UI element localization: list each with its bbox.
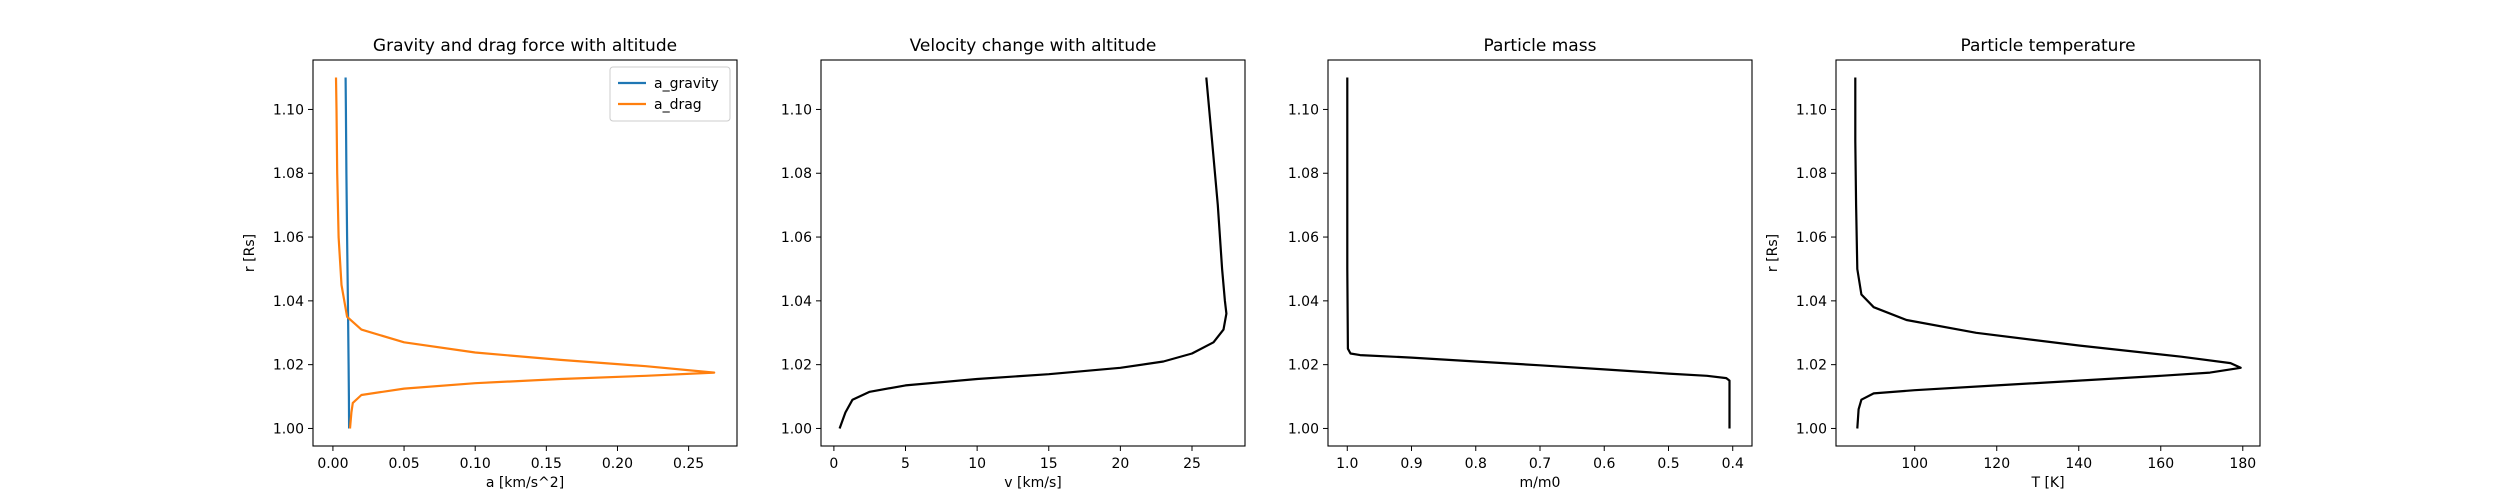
y-tick-label: 1.10 <box>781 102 812 118</box>
x-tick-label: 0.10 <box>460 456 491 472</box>
x-tick-label: 1.0 <box>1336 456 1358 472</box>
series-group <box>334 77 716 429</box>
legend-label: a_drag <box>654 97 702 113</box>
plot-frame <box>1835 59 2261 447</box>
x-tick-label: 140 <box>2065 456 2092 472</box>
y-tick-label: 1.08 <box>1288 166 1319 182</box>
y-tick-label: 1.10 <box>273 102 304 118</box>
plot-frame <box>312 59 738 447</box>
y-axis-title: r [Rs] <box>242 234 258 272</box>
panel-title: Particle temperature <box>1960 36 2135 56</box>
y-tick-label: 1.10 <box>1796 102 1827 118</box>
y-tick-label: 1.10 <box>1288 102 1319 118</box>
y-tick-label: 1.04 <box>1288 294 1319 310</box>
panel-title: Velocity change with altitude <box>910 36 1157 56</box>
legend: a_gravity a_drag <box>609 66 731 122</box>
x-tick-label: 20 <box>1111 456 1129 472</box>
x-tick-label: 160 <box>2147 456 2174 472</box>
particle-mass-panel: Particle mass m/m0 1.0 0.9 0.8 0.7 0.6 0.5 0.4… <box>1288 36 1753 491</box>
x-tick-label: 0.05 <box>388 456 419 472</box>
x-tick-label: 180 <box>2229 456 2256 472</box>
velocity-panel: Velocity change with altitude v [km/s] 0… <box>781 36 1246 491</box>
x-tick-label: 0.4 <box>1722 456 1744 472</box>
x-tick-label: 15 <box>1040 456 1058 472</box>
x-tick-label: 100 <box>1901 456 1928 472</box>
series-line <box>838 77 1228 429</box>
legend-label: a_gravity <box>654 76 719 92</box>
y-tick-label: 1.04 <box>781 294 812 310</box>
y-tick-label: 1.06 <box>273 230 304 246</box>
series-group <box>838 77 1228 429</box>
y-tick-label: 1.02 <box>273 358 304 374</box>
y-tick-label: 1.02 <box>781 358 812 374</box>
x-tick-label: 25 <box>1183 456 1201 472</box>
x-axis-title: a [km/s^2] <box>486 475 564 491</box>
x-axis-title: m/m0 <box>1520 475 1561 491</box>
x-tick-label: 0.7 <box>1529 456 1551 472</box>
series-line-a-gravity <box>344 77 351 429</box>
y-tick-label: 1.00 <box>781 421 812 437</box>
series-line-a-drag <box>334 77 716 429</box>
x-tick-label: 0.20 <box>602 456 633 472</box>
y-tick-label: 1.00 <box>273 421 304 437</box>
x-axis-title: T [K] <box>2030 475 2064 491</box>
x-tick-label: 10 <box>968 456 986 472</box>
legend-box <box>609 66 731 122</box>
y-tick-label: 1.08 <box>781 166 812 182</box>
x-tick-label: 0.5 <box>1657 456 1679 472</box>
x-axis-title: v [km/s] <box>1004 475 1061 491</box>
y-tick-label: 1.08 <box>273 166 304 182</box>
gravity-drag-panel: Gravity and drag force with altitude a [… <box>242 36 738 491</box>
y-tick-label: 1.06 <box>781 230 812 246</box>
panel-title: Gravity and drag force with altitude <box>373 36 677 56</box>
y-tick-label: 1.04 <box>1796 294 1827 310</box>
x-tick-label: 0.8 <box>1465 456 1487 472</box>
particle-temperature-panel: Particle temperature T [K] r [Rs] 100 120… <box>1765 36 2261 491</box>
series-group <box>1346 77 1731 429</box>
x-tick-label: 5 <box>901 456 910 472</box>
series-line <box>1854 77 2242 429</box>
y-tick-label: 1.06 <box>1288 230 1319 246</box>
x-tick-label: 0 <box>829 456 838 472</box>
y-tick-label: 1.00 <box>1796 421 1827 437</box>
y-tick-label: 1.02 <box>1288 358 1319 374</box>
x-tick-label: 0.15 <box>531 456 562 472</box>
series-group <box>1854 77 2242 429</box>
plot-frame <box>820 59 1246 447</box>
y-tick-label: 1.02 <box>1796 358 1827 374</box>
x-tick-label: 0.00 <box>317 456 348 472</box>
x-tick-label: 0.9 <box>1400 456 1422 472</box>
panel-title: Particle mass <box>1484 36 1597 56</box>
y-tick-label: 1.06 <box>1796 230 1827 246</box>
y-tick-label: 1.04 <box>273 294 304 310</box>
x-tick-label: 0.25 <box>673 456 704 472</box>
y-tick-label: 1.00 <box>1288 421 1319 437</box>
y-tick-label: 1.08 <box>1796 166 1827 182</box>
y-axis-title: r [Rs] <box>1765 234 1781 272</box>
x-tick-label: 0.6 <box>1593 456 1615 472</box>
series-line <box>1346 77 1731 429</box>
x-tick-label: 120 <box>1983 456 2010 472</box>
